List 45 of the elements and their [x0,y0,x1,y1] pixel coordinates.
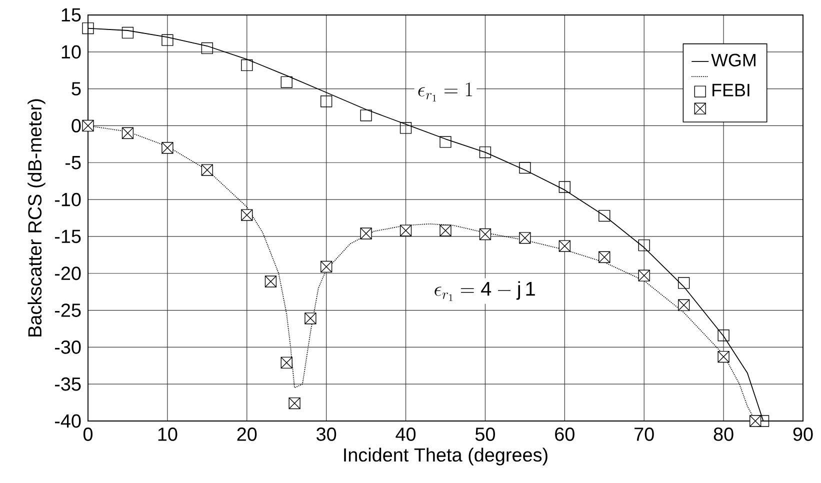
x-tick-label: 50 [475,428,495,441]
y-tick-label: 10 [62,45,81,59]
point [162,34,174,46]
point [519,162,531,174]
point [718,330,730,342]
x-tick-label: 90 [793,428,813,441]
point [241,59,253,72]
point [280,76,292,88]
x-tick-label: 70 [634,428,654,441]
x-tick-label: 10 [158,428,178,441]
legend-label: WGM [711,54,756,66]
x-tick-label: 60 [555,428,574,441]
point [122,26,134,39]
y-axis-title: Backscatter RCS (dB-meter) [28,99,46,336]
y-tick-label: -20 [54,266,81,280]
x-tick-label: 0 [83,428,93,441]
point [638,239,650,252]
point [598,210,610,222]
y-tick-label: -5 [66,156,81,170]
point [558,181,570,193]
annotation: $\epsilon_{r_1} = \mathrm{4 - j\,1}$ [434,281,535,301]
point [678,277,690,289]
point [360,110,372,122]
y-tick-label: -30 [54,340,81,354]
legend-label: FEBI [712,84,750,96]
point [201,42,213,54]
point [320,96,332,108]
y-tick-label: 0 [72,119,81,132]
y-tick-label: 15 [62,8,81,22]
x-tick-label: 80 [714,428,734,441]
x-axis-title: Incident Theta (degrees) [344,448,548,466]
x-tick-label: 20 [237,428,257,441]
point [82,22,94,34]
y-tick-label: -10 [54,192,81,206]
y-tick-label: -40 [54,414,81,428]
x-tick-label: 40 [396,428,416,441]
y-tick-label: 5 [72,82,81,96]
point [400,122,412,134]
y-tick-label: -35 [54,377,81,391]
y-tick-label: -15 [54,230,81,244]
annotation: $\epsilon_{r_1} = 1$ [418,82,472,102]
point [440,136,452,148]
x-tick-label: 30 [316,428,336,441]
point [479,146,492,158]
y-tick-label: -25 [54,304,81,317]
